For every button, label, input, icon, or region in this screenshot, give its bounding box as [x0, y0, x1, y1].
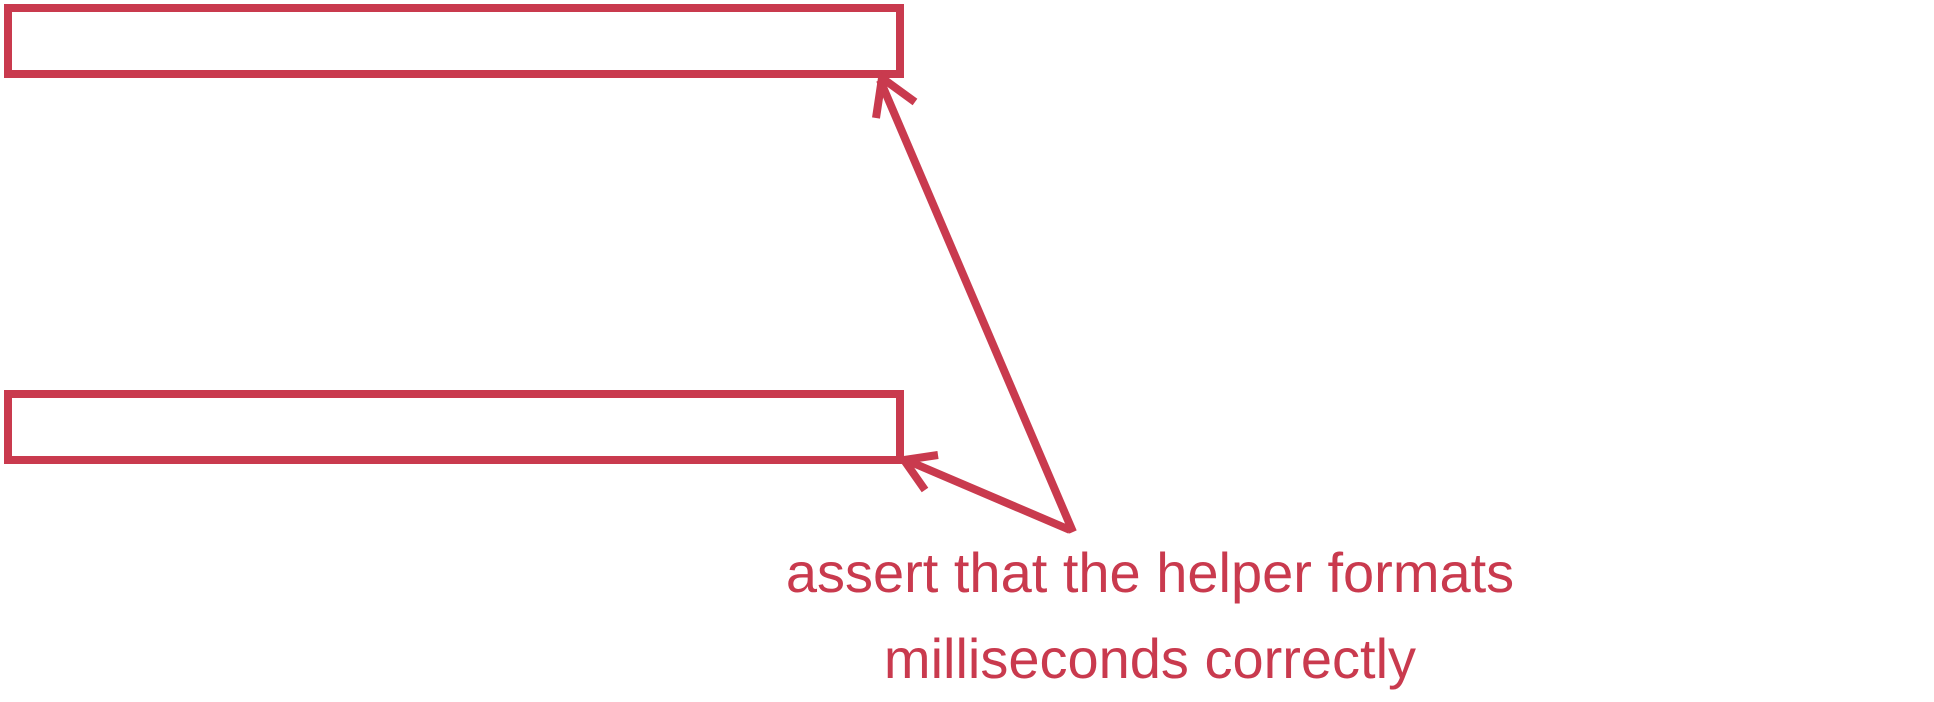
arrow-to-bottom-box	[904, 456, 1072, 534]
arrow-to-top-box	[876, 78, 1077, 534]
arrow-head-top	[872, 70, 918, 119]
annotation-text: assert that the helper formats milliseco…	[700, 530, 1600, 702]
arrow-head-bottom	[897, 451, 939, 493]
highlight-box-bottom	[4, 390, 904, 464]
annotation-line-2: milliseconds correctly	[883, 627, 1417, 690]
annotation-line-1: assert that the helper formats	[785, 541, 1515, 604]
highlight-box-top	[4, 4, 904, 78]
